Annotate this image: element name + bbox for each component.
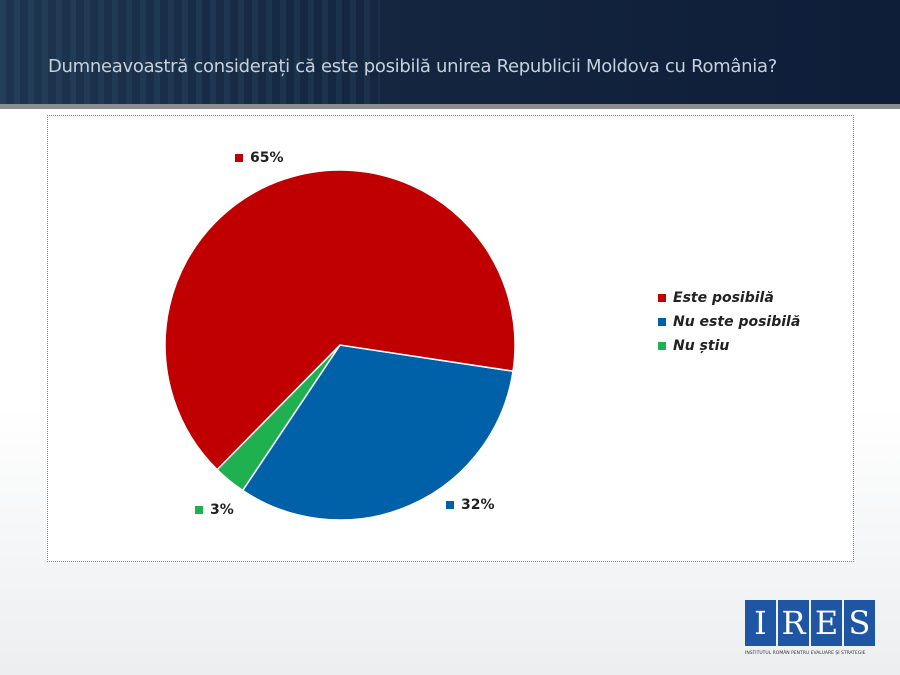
legend-item: Este posibilă	[658, 286, 800, 310]
label-swatch	[195, 506, 203, 514]
data-label: 32%	[446, 497, 495, 513]
logo-letter: R	[778, 600, 809, 646]
label-swatch	[446, 501, 454, 509]
label-swatch	[235, 154, 243, 162]
header-banner	[0, 0, 900, 104]
legend-swatch	[658, 342, 666, 350]
page-title: Dumneavoastră considerați că este posibi…	[48, 56, 777, 77]
logo-letter: E	[811, 600, 842, 646]
legend-swatch	[658, 294, 666, 302]
pie-slice-nu-este-posibil-	[241, 344, 514, 521]
ires-logo: I R E S	[745, 600, 875, 646]
logo-letter: I	[745, 600, 776, 646]
legend-label: Nu este posibilă	[673, 314, 801, 330]
data-label: 65%	[235, 150, 284, 166]
legend-label: Este posibilă	[673, 290, 774, 306]
header-divider	[0, 104, 900, 109]
data-label-text: 3%	[210, 502, 234, 518]
legend-swatch	[658, 318, 666, 326]
legend-item: Nu este posibilă	[658, 310, 800, 334]
pie-slice-este-posibil-	[164, 169, 516, 471]
legend-item: Nu știu	[658, 334, 800, 358]
logo-letter: S	[844, 600, 875, 646]
data-label-text: 65%	[250, 150, 284, 166]
legend: Este posibilă Nu este posibilă Nu știu	[658, 286, 800, 358]
data-label-text: 32%	[461, 497, 495, 513]
data-label: 3%	[195, 502, 234, 518]
legend-label: Nu știu	[673, 338, 730, 354]
logo-subtitle: INSTITUTUL ROMÂN PENTRU EVALUARE ȘI STRA…	[745, 651, 866, 656]
